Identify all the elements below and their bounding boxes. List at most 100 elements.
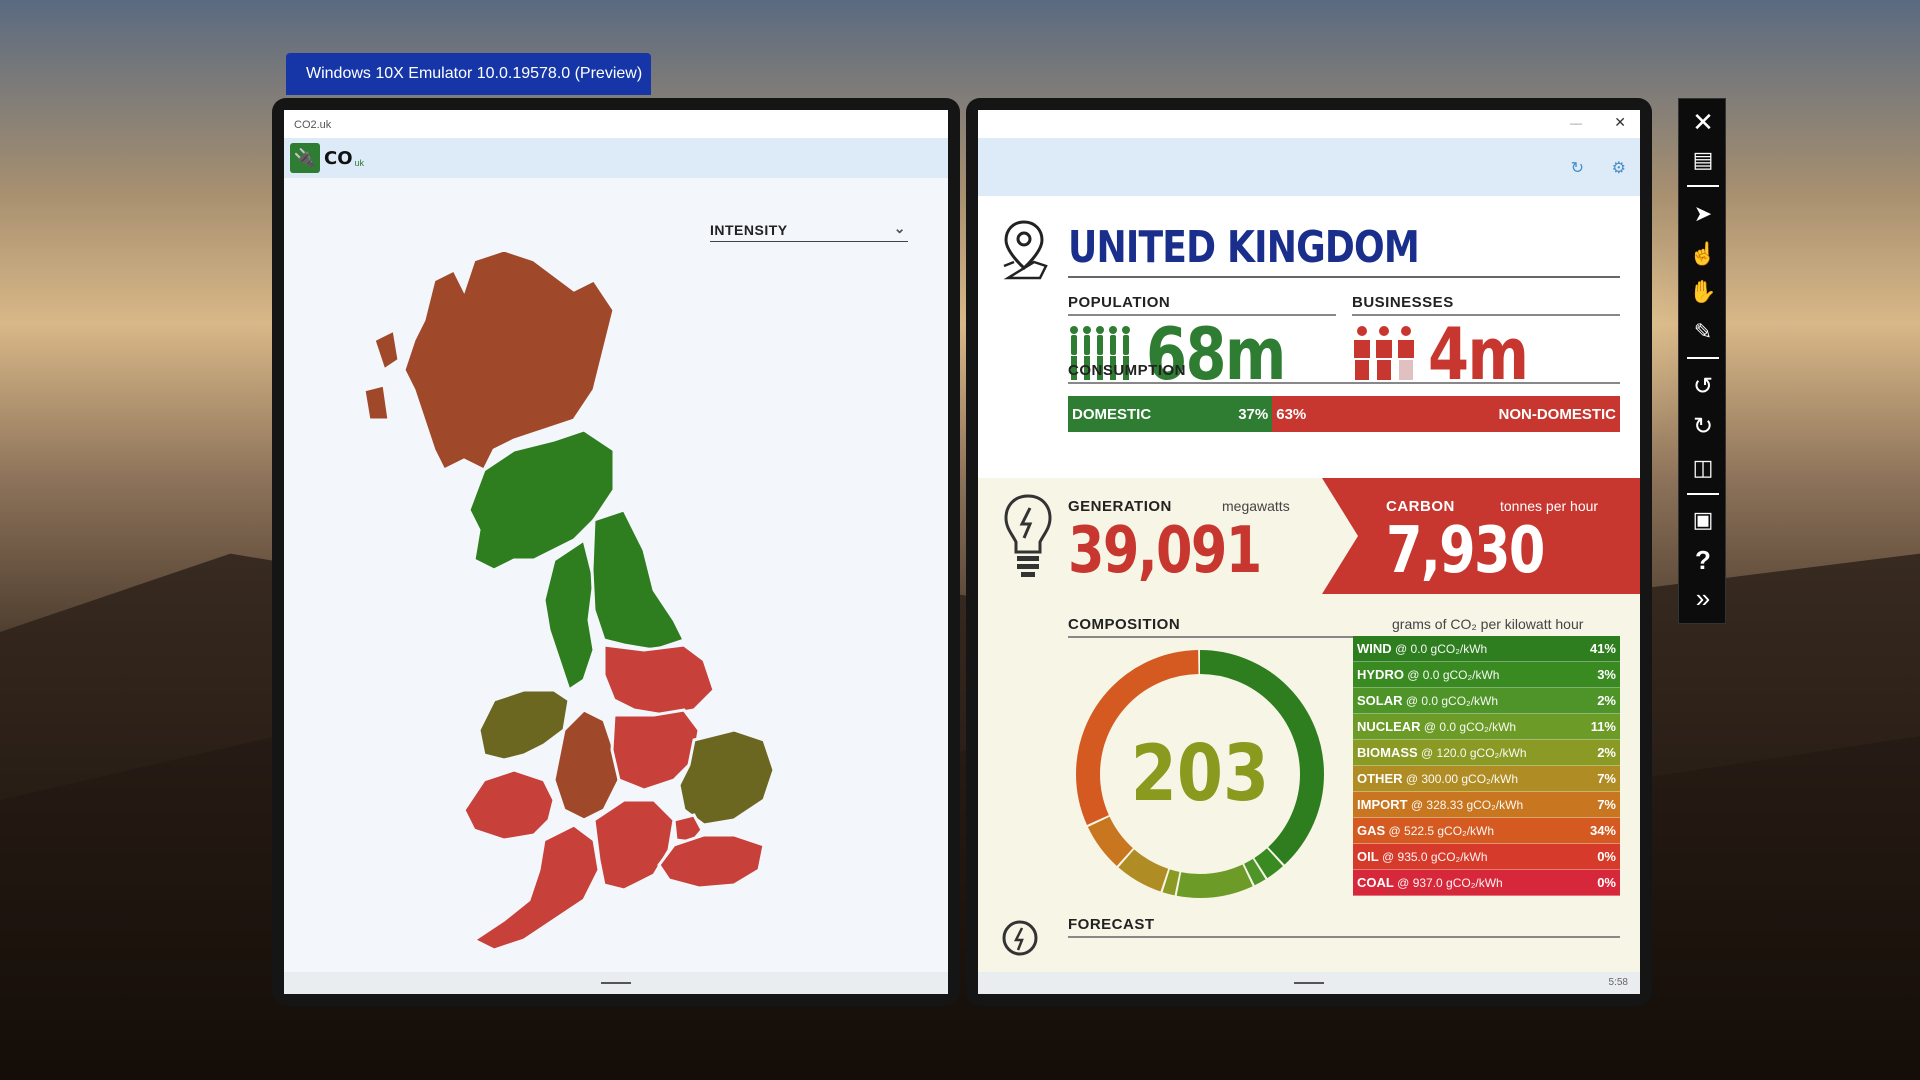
source-percent: 0%	[1597, 849, 1616, 864]
composition-source: NUCLEAR @ 0.0 gCO₂/kWh	[1357, 719, 1516, 734]
map-region-north-east-england[interactable]	[590, 508, 687, 652]
source-percent: 0%	[1597, 875, 1616, 890]
composition-source: OTHER @ 300.00 gCO₂/kWh	[1357, 771, 1518, 786]
composition-row-solar: SOLAR @ 0.0 gCO₂/kWh 2%	[1353, 688, 1620, 714]
composition-source: BIOMASS @ 120.0 gCO₂/kWh	[1357, 745, 1527, 760]
map-region-west-midlands[interactable]	[552, 708, 621, 822]
map-region-north-scotland[interactable]	[362, 248, 616, 473]
chevron-down-icon: ⌄	[893, 220, 906, 236]
single-touch-icon[interactable]: ☝	[1689, 241, 1717, 266]
uk-region-map	[362, 248, 776, 952]
composition-row-nuclear: NUCLEAR @ 0.0 gCO₂/kWh 11%	[1353, 714, 1620, 740]
source-rate: @ 0.0 gCO₂/kWh	[1391, 642, 1488, 656]
businesses-label: BUSINESSES	[1352, 294, 1454, 311]
minimize-icon[interactable]: —	[1570, 116, 1582, 130]
map-region-north-west-england[interactable]	[542, 537, 596, 693]
map-region-east-england[interactable]	[677, 728, 776, 827]
left-screen: CO2.uk 🔌 CO uk INTENSITY ⌄	[284, 110, 948, 994]
composition-row-gas: GAS @ 522.5 gCO₂/kWh 34%	[1353, 818, 1620, 844]
source-percent: 7%	[1597, 797, 1616, 812]
consumption-label: CONSUMPTION	[1068, 362, 1186, 379]
carbon-value: 7,930	[1386, 514, 1545, 588]
toolbar-divider	[1687, 493, 1719, 495]
close-icon[interactable]: ✕	[1614, 114, 1626, 130]
source-name: SOLAR	[1357, 693, 1403, 708]
close-icon[interactable]: ✕	[1692, 106, 1714, 137]
carbon-intensity-value: 203	[1131, 729, 1269, 820]
businesses-underline	[1352, 314, 1620, 316]
map-region-south-west-england[interactable]	[471, 823, 601, 952]
source-name: WIND	[1357, 641, 1392, 656]
domestic-segment: DOMESTIC 37%	[1068, 396, 1273, 432]
left-home-bar	[284, 972, 948, 994]
minimize-icon[interactable]: ▤	[1692, 147, 1714, 172]
donut-segment-nuclear	[1076, 650, 1324, 898]
right-home-bar: 5:58	[978, 972, 1640, 994]
generation-value: 39,091	[1068, 514, 1262, 588]
multi-touch-icon[interactable]: ✋	[1689, 279, 1717, 304]
right-screen-frame: — ✕ ↻ ⚙ UNITED KINGDOM POPULATION	[966, 98, 1652, 1006]
map-region-south-east-england[interactable]	[657, 833, 766, 890]
source-name: GAS	[1357, 823, 1386, 838]
population-label: POPULATION	[1068, 294, 1171, 311]
left-screen-frame: CO2.uk 🔌 CO uk INTENSITY ⌄	[272, 98, 960, 1006]
right-app-bar: ↻ ⚙	[978, 138, 1640, 196]
screenshot-icon[interactable]: ▣	[1692, 507, 1714, 532]
help-icon[interactable]: ?	[1695, 544, 1711, 575]
population-underline	[1068, 314, 1336, 316]
source-name: BIOMASS	[1357, 745, 1418, 760]
source-rate: @ 328.33 gCO₂/kWh	[1407, 798, 1524, 812]
pen-icon[interactable]: ✎	[1693, 319, 1713, 344]
carbon-panel	[1322, 478, 1640, 594]
left-home-handle[interactable]	[601, 982, 631, 984]
donut-segment-gas	[1076, 650, 1324, 898]
map-region-south-england[interactable]	[592, 798, 676, 892]
forecast-label: FORECAST	[1068, 916, 1155, 933]
status-time: 5:58	[1608, 977, 1628, 988]
source-percent: 3%	[1597, 667, 1616, 682]
source-name: OIL	[1357, 849, 1379, 864]
composition-row-coal: COAL @ 937.0 gCO₂/kWh 0%	[1353, 870, 1620, 896]
map-region-yorkshire[interactable]	[602, 643, 716, 717]
source-rate: @ 0.0 gCO₂/kWh	[1402, 694, 1499, 708]
composition-source: COAL @ 937.0 gCO₂/kWh	[1357, 875, 1503, 890]
rotate-right-icon[interactable]: ↻	[1692, 412, 1714, 440]
right-home-handle[interactable]	[1294, 982, 1324, 984]
domestic-percent: 37%	[1238, 405, 1269, 423]
gear-icon[interactable]: ⚙	[1611, 160, 1626, 177]
composition-row-wind: WIND @ 0.0 gCO₂/kWh 41%	[1353, 636, 1620, 662]
source-rate: @ 937.0 gCO₂/kWh	[1393, 876, 1503, 890]
composition-table: WIND @ 0.0 gCO₂/kWh 41% HYDRO @ 0.0 gCO₂/k…	[1353, 636, 1620, 896]
composition-source: HYDRO @ 0.0 gCO₂/kWh	[1357, 667, 1499, 682]
left-window-title: CO2.uk	[294, 119, 332, 131]
non-domestic-percent: 63%	[1276, 405, 1307, 423]
app-logo-subtext: uk	[354, 158, 365, 168]
source-name: OTHER	[1357, 771, 1403, 786]
people-icon	[1070, 326, 1130, 380]
app-logo-text: CO	[324, 147, 353, 169]
location-pin-icon	[1003, 220, 1048, 280]
forecast-icon	[1002, 920, 1038, 956]
map-region-east-midlands[interactable]	[610, 708, 701, 792]
domestic-label: DOMESTIC	[1072, 405, 1152, 423]
donut-segment-wind	[1076, 650, 1324, 898]
dual-screen-icon[interactable]: ◫	[1692, 455, 1714, 480]
composition-source: IMPORT @ 328.33 gCO₂/kWh	[1357, 797, 1523, 812]
toolbar-divider	[1687, 185, 1719, 187]
source-rate: @ 120.0 gCO₂/kWh	[1417, 746, 1527, 760]
rotate-left-icon[interactable]: ↺	[1692, 372, 1714, 400]
carbon-unit: tonnes per hour	[1500, 498, 1599, 514]
map-region-south-wales[interactable]	[462, 768, 556, 842]
map-region-north-wales[interactable]	[477, 688, 571, 762]
left-window-titlebar: CO2.uk	[284, 110, 948, 138]
refresh-icon[interactable]: ↻	[1570, 160, 1584, 177]
composition-unit: grams of CO₂ per kilowatt hour	[1392, 616, 1584, 632]
pointer-icon[interactable]: ➤	[1693, 201, 1713, 226]
country-dashboard: UNITED KINGDOM POPULATION 68m BUSINESSES	[978, 196, 1640, 972]
map-region-south-scotland[interactable]	[467, 428, 616, 572]
source-name: COAL	[1357, 875, 1394, 890]
source-name: HYDRO	[1357, 667, 1404, 682]
forecast-underline	[1068, 936, 1620, 938]
map-metric-dropdown[interactable]: INTENSITY ⌄	[710, 220, 908, 242]
more-tools-icon[interactable]: »	[1695, 582, 1711, 613]
